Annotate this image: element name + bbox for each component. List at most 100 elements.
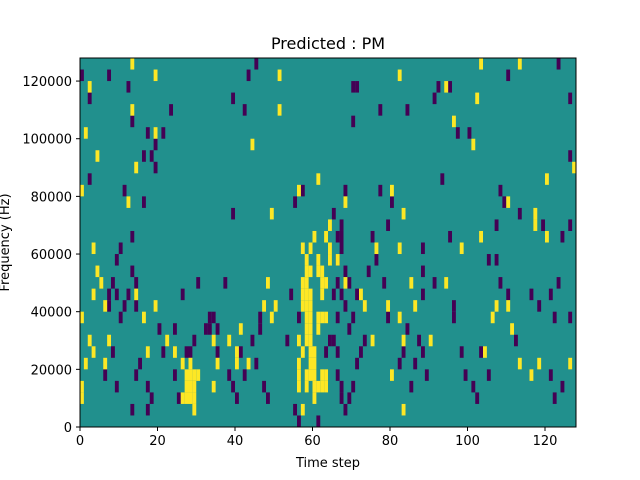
heatmap-cell-low bbox=[541, 219, 546, 231]
heatmap-cell-low bbox=[134, 277, 139, 289]
heatmap-cell-low bbox=[215, 323, 220, 335]
heatmap-cell-high bbox=[316, 265, 321, 278]
heatmap-cell-low bbox=[343, 184, 348, 197]
heatmap-cell-low bbox=[149, 392, 154, 404]
heatmap-cell-low bbox=[347, 277, 352, 289]
heatmap-cell-high bbox=[300, 300, 305, 312]
heatmap-cell-high bbox=[262, 300, 267, 312]
heatmap-cell-high bbox=[397, 69, 402, 82]
y-axis: 0 20000 40000 60000 80000 100000 120000 bbox=[22, 75, 80, 436]
heatmap-cell-high bbox=[107, 334, 112, 347]
heatmap-cell-low bbox=[378, 104, 383, 116]
heatmap-cell-high bbox=[95, 150, 100, 162]
heatmap-cell-low bbox=[126, 288, 131, 301]
heatmap-cell-low bbox=[161, 346, 166, 358]
heatmap-cell-high bbox=[192, 403, 197, 416]
x-tick-label: 20 bbox=[149, 434, 166, 449]
heatmap-cell-high bbox=[510, 323, 515, 335]
heatmap-cell-low bbox=[452, 311, 456, 324]
heatmap-cell-low bbox=[145, 403, 150, 416]
heatmap-cell-low bbox=[258, 323, 263, 335]
heatmap-cell-low bbox=[227, 369, 232, 381]
heatmap-cell-high bbox=[320, 288, 325, 301]
heatmap-cell-high bbox=[328, 219, 332, 231]
heatmap-cell-low bbox=[339, 380, 344, 393]
heatmap-cell-high bbox=[308, 357, 313, 370]
heatmap-cell-low bbox=[463, 369, 468, 381]
heatmap-cell-low bbox=[231, 92, 236, 105]
heatmap-cell-low bbox=[339, 230, 344, 243]
heatmap-cell-high bbox=[312, 357, 317, 370]
heatmap-cell-high bbox=[320, 380, 325, 393]
heatmap-cell-low bbox=[250, 334, 255, 347]
heatmap-cell-high bbox=[103, 300, 108, 312]
heatmap-cell-high bbox=[529, 369, 534, 381]
heatmap-cell-high bbox=[269, 207, 274, 220]
heatmap-cell-low bbox=[421, 242, 425, 255]
heatmap-cell-low bbox=[335, 230, 340, 243]
heatmap-cell-low bbox=[184, 346, 189, 358]
heatmap-cell-low bbox=[331, 334, 336, 347]
heatmap-cell-low bbox=[149, 150, 154, 162]
heatmap-cell-low bbox=[486, 254, 491, 266]
heatmap-cell-high bbox=[130, 58, 135, 70]
heatmap-cell-high bbox=[188, 380, 193, 393]
heatmap-cell-high bbox=[324, 369, 329, 381]
heatmap-cell-low bbox=[552, 392, 557, 404]
heatmap-cell-high bbox=[80, 184, 84, 197]
heatmap-cell-high bbox=[277, 104, 282, 116]
heatmap-cell-low bbox=[529, 288, 534, 301]
heatmap-cell-low bbox=[130, 230, 135, 243]
heatmap-cell-low bbox=[300, 184, 305, 197]
heatmap-cell-high bbox=[304, 265, 309, 278]
heatmap-cell-high bbox=[304, 254, 309, 266]
heatmap-cell-low bbox=[130, 265, 135, 278]
heatmap-cell-low bbox=[173, 323, 177, 335]
heatmap-cell-low bbox=[459, 346, 464, 358]
heatmap-cell-high bbox=[401, 403, 406, 416]
heatmap-cell-low bbox=[161, 127, 166, 139]
heatmap-cell-high bbox=[153, 69, 158, 82]
heatmap-cell-high bbox=[459, 242, 464, 255]
heatmap-cell-low bbox=[355, 81, 360, 93]
heatmap-cell-low bbox=[347, 323, 352, 335]
y-tick-label: 0 bbox=[64, 421, 72, 436]
heatmap-cell-high bbox=[83, 357, 88, 370]
heatmap-cell-high bbox=[506, 300, 511, 312]
heatmap-cell-high bbox=[165, 334, 170, 347]
heatmap-cell-high bbox=[300, 346, 305, 358]
heatmap-cell-low bbox=[242, 369, 247, 381]
heatmap-cell-high bbox=[192, 380, 197, 393]
heatmap-cell-high bbox=[370, 334, 375, 347]
heatmap-cell-low bbox=[498, 184, 503, 197]
heatmap-cell-low bbox=[80, 69, 84, 82]
heatmap-cell-high bbox=[386, 300, 391, 312]
heatmap-cell-high bbox=[269, 311, 274, 324]
heatmap-cell-high bbox=[533, 207, 538, 220]
heatmap-cell-low bbox=[560, 230, 565, 243]
heatmap-cell-low bbox=[258, 311, 263, 324]
heatmap-cell-high bbox=[211, 380, 216, 393]
heatmap-cell-low bbox=[517, 207, 522, 220]
heatmap-cell-high bbox=[188, 369, 193, 381]
heatmap-cell-high bbox=[145, 346, 150, 358]
heatmap-cell-low bbox=[192, 334, 197, 347]
heatmap-cell-low bbox=[231, 380, 236, 393]
heatmap-cell-low bbox=[114, 254, 119, 266]
heatmap-cell-low bbox=[169, 104, 174, 116]
heatmap-cell-high bbox=[308, 346, 313, 358]
heatmap-cell-high bbox=[91, 346, 96, 358]
heatmap-cell-high bbox=[316, 173, 321, 185]
heatmap-cell-high bbox=[266, 277, 270, 289]
plot-frame bbox=[79, 57, 577, 428]
heatmap-cell-high bbox=[308, 311, 313, 324]
heatmap-cell-low bbox=[401, 346, 406, 358]
heatmap-cell-high bbox=[297, 184, 301, 197]
heatmap-cell-low bbox=[552, 311, 557, 324]
heatmap-cell-low bbox=[339, 219, 344, 231]
heatmap-cell-high bbox=[324, 277, 329, 289]
heatmap-cell-high bbox=[87, 334, 92, 347]
heatmap-cell-low bbox=[289, 288, 294, 301]
heatmap-cell-high bbox=[80, 311, 84, 324]
heatmap-cell-low bbox=[479, 346, 484, 358]
